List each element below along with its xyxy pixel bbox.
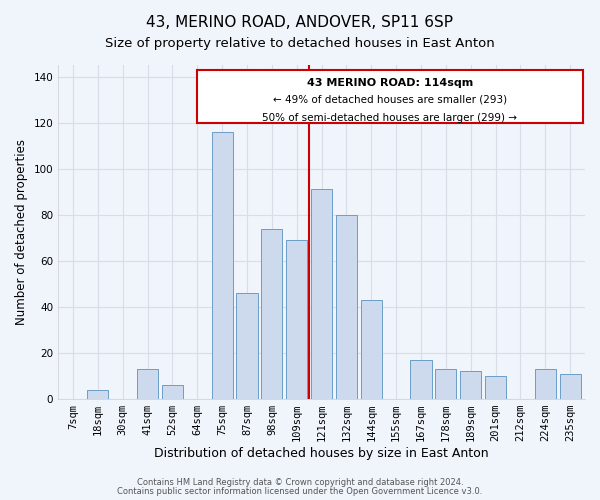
Text: Size of property relative to detached houses in East Anton: Size of property relative to detached ho… (105, 38, 495, 51)
Bar (286, 240, 307, 399)
Bar (162, 386, 183, 399)
Text: 50% of semi-detached houses are larger (299) →: 50% of semi-detached houses are larger (… (262, 114, 517, 124)
Y-axis label: Number of detached properties: Number of detached properties (15, 139, 28, 325)
Bar (410, 360, 431, 399)
Bar (361, 300, 382, 399)
Bar (535, 369, 556, 399)
Bar (485, 376, 506, 399)
Text: 43, MERINO ROAD, ANDOVER, SP11 6SP: 43, MERINO ROAD, ANDOVER, SP11 6SP (146, 15, 454, 30)
Bar (137, 369, 158, 399)
Bar (88, 390, 109, 399)
Bar (212, 132, 233, 399)
X-axis label: Distribution of detached houses by size in East Anton: Distribution of detached houses by size … (154, 447, 489, 460)
Text: 43 MERINO ROAD: 114sqm: 43 MERINO ROAD: 114sqm (307, 78, 473, 88)
Bar (262, 228, 283, 399)
Bar (560, 374, 581, 399)
Bar (460, 372, 481, 399)
Text: Contains HM Land Registry data © Crown copyright and database right 2024.: Contains HM Land Registry data © Crown c… (137, 478, 463, 487)
Bar (336, 215, 357, 399)
FancyBboxPatch shape (197, 70, 583, 122)
Bar (311, 190, 332, 399)
Bar (435, 369, 457, 399)
Text: ← 49% of detached houses are smaller (293): ← 49% of detached houses are smaller (29… (273, 95, 507, 105)
Text: Contains public sector information licensed under the Open Government Licence v3: Contains public sector information licen… (118, 486, 482, 496)
Bar (236, 293, 257, 399)
